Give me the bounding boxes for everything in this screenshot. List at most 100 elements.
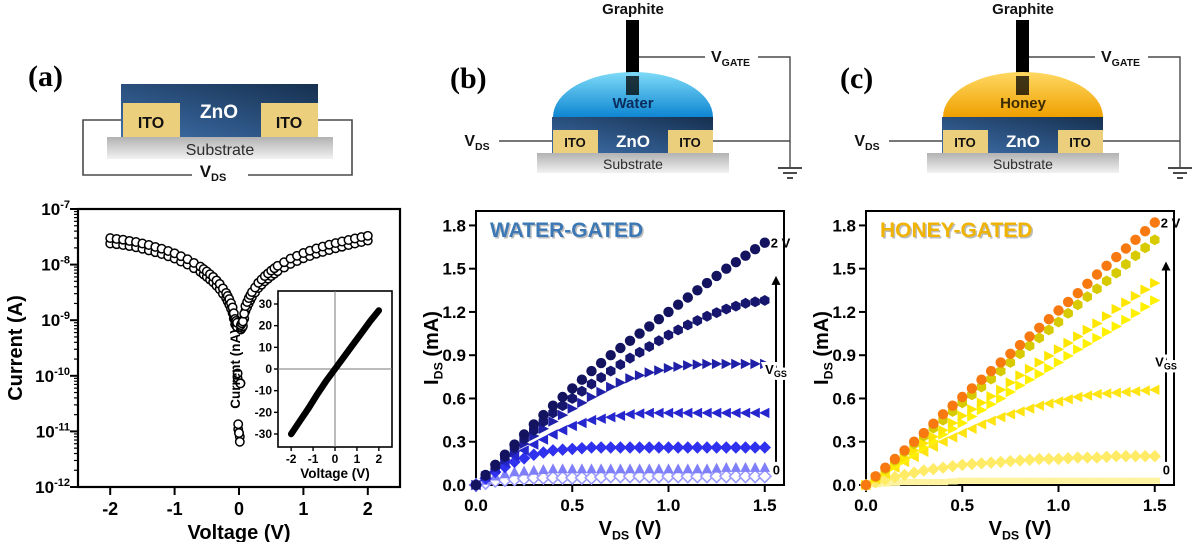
svg-text:-1: -1 xyxy=(167,499,183,519)
svg-text:0.6: 0.6 xyxy=(832,389,856,408)
substrate-label: Substrate xyxy=(993,156,1053,172)
gate-voltage-max-label: 2 V xyxy=(1161,216,1181,231)
iv-log-plot: -2 -1 0 1 210-710-810-910-1010-1110-12Voltag… xyxy=(5,199,402,542)
svg-text:-10: -10 xyxy=(255,384,273,398)
series-vgs-max xyxy=(860,217,1160,491)
plot-title: WATER-GATED xyxy=(490,219,643,242)
svg-text:10: 10 xyxy=(259,340,273,354)
graphite-label: Graphite xyxy=(992,1,1054,18)
plot-title-shadow: HONEY-GATED xyxy=(882,221,1034,244)
svg-text:2: 2 xyxy=(363,499,373,519)
svg-text:1.0: 1.0 xyxy=(1047,496,1071,515)
ito-right-label: ITO xyxy=(276,115,302,132)
series-s2 xyxy=(471,295,770,491)
series-vgs-max xyxy=(470,237,770,491)
svg-text:0.3: 0.3 xyxy=(832,433,856,452)
liquid-label: Honey xyxy=(1000,95,1047,112)
gate-voltage-max-label: 2 V xyxy=(771,236,791,251)
substrate-label: Substrate xyxy=(186,142,255,159)
svg-text:-30: -30 xyxy=(255,427,273,441)
vds-label-backdrop xyxy=(192,162,248,180)
panel-a: (a) ZnO ITO ITO Substrate VDS -2 -1 0 1 2 10-… xyxy=(0,0,420,542)
svg-text:-2: -2 xyxy=(102,499,118,519)
ground-symbol xyxy=(778,167,802,179)
inset-y-axis-title: Current (nA) xyxy=(228,329,243,409)
device-schematic-water-gated: (b) Graphite Water ZnO ITO ITO Substrate xyxy=(450,1,802,179)
ito-left-label: ITO xyxy=(564,135,585,150)
svg-text:0.0: 0.0 xyxy=(854,496,878,515)
ground-symbol xyxy=(1168,167,1192,179)
svg-text:0: 0 xyxy=(332,452,339,466)
ito-electrode-left xyxy=(943,130,988,153)
series-s4 xyxy=(470,407,770,491)
device-schematic-honey-gated: (c) Graphite Honey ZnO ITO ITO Substrate xyxy=(840,1,1192,179)
svg-text:10-7: 10-7 xyxy=(41,199,70,219)
svg-text:1.2: 1.2 xyxy=(832,303,856,322)
ito-electrode-right xyxy=(261,103,318,137)
ito-electrode-right xyxy=(1058,130,1103,153)
svg-text:30: 30 xyxy=(259,297,273,311)
svg-text:10-8: 10-8 xyxy=(41,255,70,275)
svg-text:0.9: 0.9 xyxy=(832,346,856,365)
plot-title-shadow: WATER-GATED xyxy=(492,221,645,244)
panel-tag-a: (a) xyxy=(28,60,63,93)
vds-label: VDS xyxy=(854,133,879,153)
gate-wire-right xyxy=(1148,56,1181,168)
graphite-rod-submerged xyxy=(1016,76,1029,95)
ito-electrode-left xyxy=(553,130,598,153)
svg-text:0.5: 0.5 xyxy=(560,496,584,515)
panel-c: (c) Graphite Honey ZnO ITO ITO Substrate xyxy=(810,0,1200,542)
svg-text:-1: -1 xyxy=(308,452,319,466)
axes: 0.0 0.5 1.0 1.5 0.0 0.3 0.6 0.9 1.2 1.5 1.8 xyxy=(442,210,785,515)
device-schematic-two-terminal: (a) ZnO ITO ITO Substrate VDS xyxy=(28,60,353,184)
x-axis-title: VDS (V) xyxy=(989,518,1052,542)
svg-text:1.8: 1.8 xyxy=(832,216,856,235)
ito-right-label: ITO xyxy=(1069,135,1090,150)
ito-electrode-right xyxy=(668,130,713,153)
liquid-label: Water xyxy=(612,95,653,112)
graphite-rod-submerged xyxy=(626,76,639,95)
vgs-arrow-label: VGS xyxy=(765,362,787,379)
gate-voltage-min-label: 0 xyxy=(1163,463,1170,478)
x-axis-title: VDS (V) xyxy=(599,518,662,542)
svg-text:10-12: 10-12 xyxy=(35,477,70,497)
inset-iv-line xyxy=(287,307,383,438)
water-gated-output-plot: 0.0 0.5 1.0 1.5 0.0 0.3 0.6 0.9 1.2 1.5 1.8 VDS (V)… xyxy=(421,210,791,542)
svg-text:0.0: 0.0 xyxy=(464,496,488,515)
substrate-layer xyxy=(107,137,333,159)
honey-gated-output-plot: 0.0 0.5 1.0 1.5 0.0 0.3 0.6 0.9 1.2 1.5 1.8 VDS (V)… xyxy=(811,210,1181,542)
vgs-arrow-label: VGS xyxy=(1155,355,1177,372)
svg-text:0.0: 0.0 xyxy=(832,476,856,495)
gate-voltage-min-label: 0 xyxy=(773,463,780,478)
ito-left-label: ITO xyxy=(138,115,164,132)
inset-x-axis-title: Voltage (V) xyxy=(300,466,370,481)
svg-text:2: 2 xyxy=(376,452,383,466)
plot-title: HONEY-GATED xyxy=(880,219,1032,242)
ito-right-label: ITO xyxy=(679,135,700,150)
axes: 0.0 0.5 1.0 1.5 0.0 0.3 0.6 0.9 1.2 1.5 1.8 xyxy=(832,210,1175,515)
series-sweep-2 xyxy=(105,230,373,447)
substrate-layer xyxy=(927,153,1119,173)
ito-left-label: ITO xyxy=(954,135,975,150)
substrate-layer xyxy=(537,153,729,173)
vgate-label: VGATE xyxy=(1101,49,1140,69)
series-s3 xyxy=(471,358,771,491)
vgate-label: VGATE xyxy=(711,49,750,69)
zno-label: ZnO xyxy=(616,132,650,151)
svg-text:1.5: 1.5 xyxy=(442,260,466,279)
svg-text:0.3: 0.3 xyxy=(442,433,466,452)
svg-text:10-9: 10-9 xyxy=(41,310,70,330)
vgs-arrow: VGS xyxy=(1152,261,1180,462)
svg-text:0: 0 xyxy=(234,499,244,519)
y-axis-title: IDS (mA) xyxy=(811,311,835,385)
panel-tag-c: (c) xyxy=(840,62,873,95)
svg-text:1.5: 1.5 xyxy=(832,260,856,279)
vgs-arrow: VGS xyxy=(762,275,790,462)
panel-b: (b) Graphite Water ZnO ITO ITO Substrate xyxy=(420,0,810,542)
series-s6 xyxy=(470,462,770,490)
svg-text:1.8: 1.8 xyxy=(442,216,466,235)
svg-text:1.5: 1.5 xyxy=(753,496,777,515)
gate-wire-right xyxy=(758,56,791,168)
